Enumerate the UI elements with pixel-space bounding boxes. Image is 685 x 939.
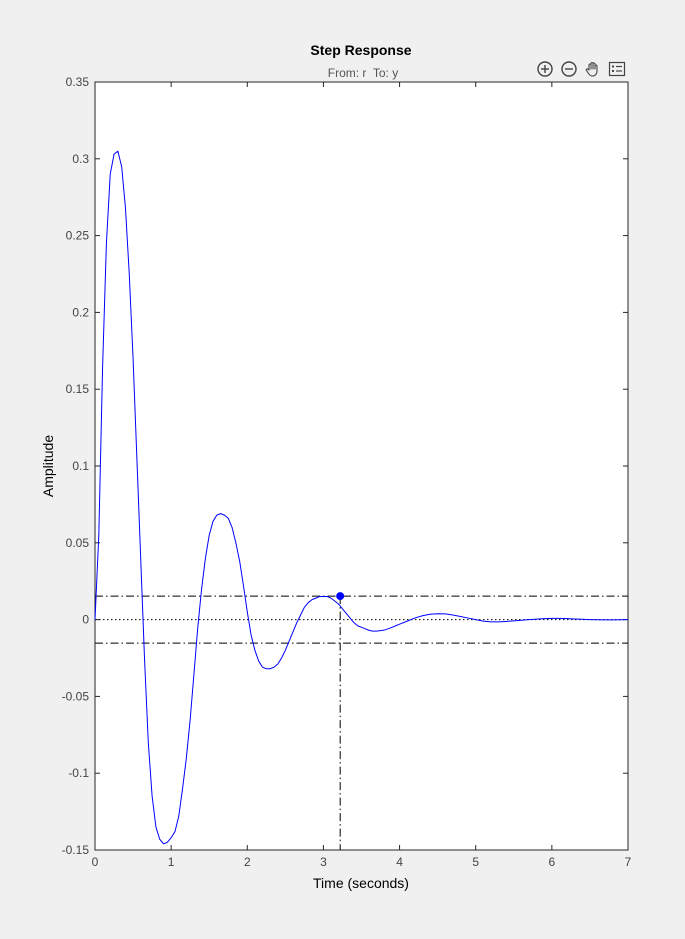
x-axis-label: Time (seconds) <box>313 875 409 891</box>
zoom-in-button[interactable] <box>535 60 555 78</box>
axis-ticks: 0 1 2 3 4 5 6 7 -0.15 -0.1 -0.05 0 0.05 0.1 0.15 0.2 0.2… <box>62 75 632 869</box>
chart-title: Step Response <box>310 42 411 58</box>
legend-icon <box>608 61 626 77</box>
pan-hand-icon <box>585 61 598 77</box>
y-tick-label: -0.15 <box>62 843 90 857</box>
zoom-out-icon <box>561 61 577 77</box>
x-tick-label: 1 <box>168 855 175 869</box>
step-response-line <box>94 150 629 845</box>
x-tick-label: 6 <box>549 855 556 869</box>
y-tick-label: 0.25 <box>66 229 90 243</box>
y-tick-label: 0.1 <box>72 459 89 473</box>
reference-lines <box>95 595 628 850</box>
zoom-out-button[interactable] <box>559 60 579 78</box>
y-tick-label: 0.05 <box>66 536 90 550</box>
pan-button[interactable] <box>583 60 603 78</box>
chart-subtitle: From: r To: y <box>328 66 398 80</box>
zoom-in-icon <box>537 61 553 77</box>
y-tick-label: 0.15 <box>66 382 90 396</box>
x-tick-label: 2 <box>244 855 251 869</box>
settling-time-marker[interactable] <box>336 592 345 601</box>
y-tick-label: 0.3 <box>72 152 89 166</box>
plot-toolbar <box>535 60 627 78</box>
x-tick-label: 0 <box>92 855 99 869</box>
y-tick-label: 0 <box>82 613 89 627</box>
plot-area <box>94 81 629 851</box>
legend-button[interactable] <box>607 60 627 78</box>
x-tick-label: 5 <box>472 855 479 869</box>
y-tick-label: 0.35 <box>66 75 90 89</box>
y-axis-label: Amplitude <box>40 435 56 497</box>
x-tick-label: 4 <box>396 855 403 869</box>
x-tick-label: 7 <box>625 855 632 869</box>
series-layer <box>94 150 629 845</box>
y-tick-label: 0.2 <box>72 305 89 319</box>
y-tick-label: -0.05 <box>62 689 90 703</box>
y-tick-label: -0.1 <box>68 766 89 780</box>
x-tick-label: 3 <box>320 855 327 869</box>
